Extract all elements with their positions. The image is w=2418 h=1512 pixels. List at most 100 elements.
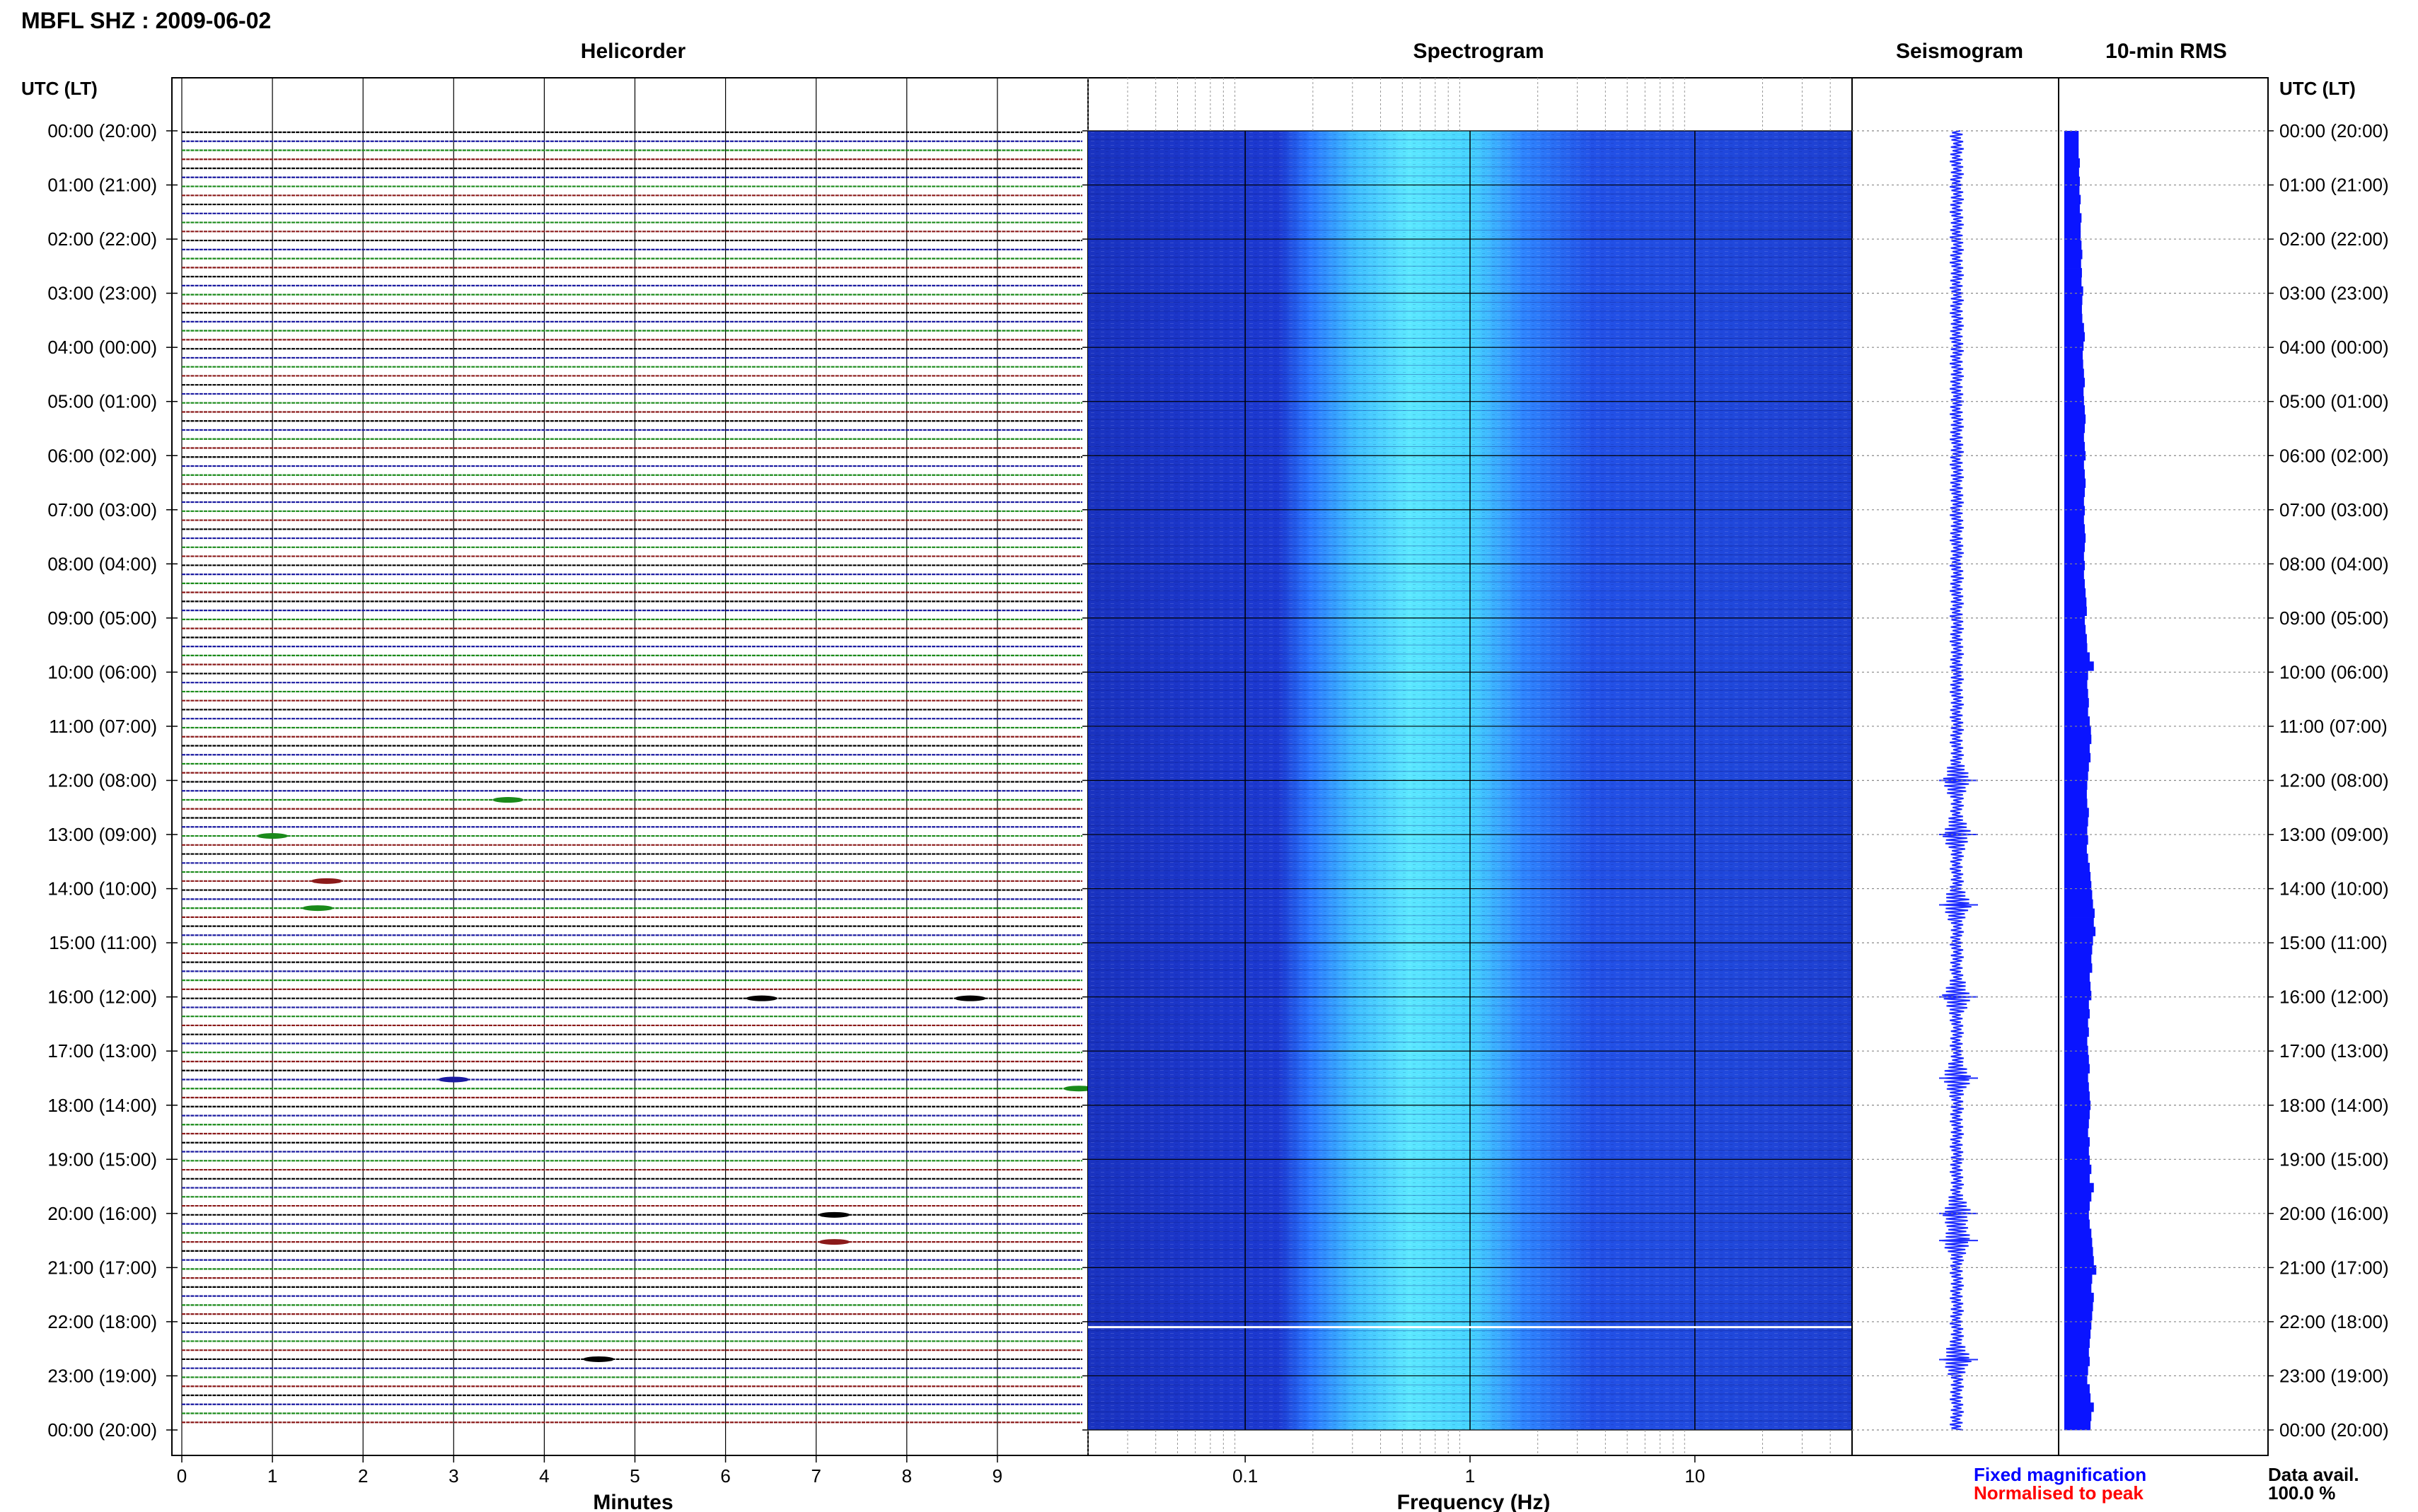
- helicorder-event: [311, 878, 342, 884]
- rms-bar: [2064, 752, 2091, 763]
- rms-bar: [2064, 460, 2084, 470]
- rms-bar: [2064, 716, 2090, 726]
- helicorder-event: [583, 1356, 615, 1362]
- time-label-right: 04:00 (00:00): [2279, 337, 2389, 358]
- rms-bar: [2064, 853, 2088, 863]
- rms-bar: [2064, 524, 2085, 534]
- minutes-axis-label: Minutes: [593, 1491, 673, 1512]
- minutes-tick-label: 6: [720, 1465, 730, 1487]
- rms-bar: [2064, 423, 2085, 434]
- figure-title: MBFL SHZ : 2009-06-02: [21, 8, 271, 33]
- time-label-right: 00:00 (20:00): [2279, 120, 2389, 141]
- rms-bar: [2064, 432, 2084, 443]
- helicorder-event: [818, 1211, 850, 1218]
- minutes-tick-label: 7: [811, 1465, 821, 1487]
- time-label-left: 20:00 (16:00): [47, 1203, 157, 1224]
- time-label-right: 23:00 (19:00): [2279, 1365, 2389, 1386]
- time-label-left: 18:00 (14:00): [47, 1095, 157, 1116]
- helicorder-event: [818, 1239, 850, 1245]
- frequency-tick-label: 1: [1465, 1465, 1475, 1487]
- rms-bar: [2064, 542, 2085, 552]
- rms-bar: [2064, 194, 2081, 204]
- time-label-left: 14:00 (10:00): [47, 878, 157, 900]
- rms-bar: [2064, 277, 2082, 287]
- time-label-right: 20:00 (16:00): [2279, 1203, 2389, 1224]
- rms-bar: [2064, 1008, 2090, 1019]
- rms-bar: [2064, 835, 2088, 845]
- rms-bar: [2064, 1036, 2088, 1047]
- frequency-tick-label: 10: [1684, 1465, 1705, 1487]
- time-label-left: 12:00 (08:00): [47, 770, 157, 791]
- rms-bar: [2064, 1128, 2088, 1138]
- panel-title-helicorder: Helicorder: [581, 40, 686, 63]
- rms-bar: [2064, 954, 2092, 964]
- rms-bar: [2064, 396, 2084, 406]
- time-label-right: 12:00 (08:00): [2279, 770, 2389, 791]
- rms-bar: [2064, 1256, 2094, 1266]
- rms-bar: [2064, 176, 2081, 187]
- rms-bar: [2064, 1027, 2089, 1037]
- rms-bar: [2064, 999, 2089, 1010]
- rms-bar: [2064, 552, 2084, 562]
- rms-bar: [2064, 1082, 2089, 1092]
- time-label-right: 14:00 (10:00): [2279, 878, 2389, 900]
- minutes-tick-label: 0: [177, 1465, 187, 1487]
- frequency-axis-label: Frequency (Hz): [1397, 1491, 1551, 1512]
- utc-label-left: UTC (LT): [21, 78, 98, 99]
- rms-bar: [2064, 1146, 2089, 1156]
- rms-bar: [2064, 1045, 2088, 1055]
- rms-bar: [2064, 624, 2086, 634]
- rms-bar: [2064, 606, 2087, 617]
- helicorder-event: [438, 1076, 470, 1083]
- rms-bar: [2064, 515, 2084, 525]
- rms-bar: [2064, 1320, 2092, 1330]
- rms-bar: [2064, 378, 2085, 388]
- rms-bar: [2064, 231, 2081, 241]
- rms-bar: [2064, 478, 2086, 488]
- rms-bar: [2064, 1100, 2091, 1110]
- time-label-left: 23:00 (19:00): [47, 1365, 157, 1386]
- rms-bar: [2064, 689, 2088, 699]
- rms-panel: [1852, 77, 2269, 1456]
- rms-bar: [2064, 1310, 2093, 1321]
- rms-bar: [2064, 871, 2091, 882]
- time-label-left: 16:00 (12:00): [47, 987, 157, 1008]
- time-label-left: 10:00 (06:00): [47, 661, 157, 682]
- helicorder-event: [302, 905, 334, 912]
- legend-fixed-magnification: Fixed magnification: [1974, 1464, 2146, 1485]
- time-label-left: 06:00 (02:00): [47, 445, 157, 466]
- time-label-left: 21:00 (17:00): [47, 1257, 157, 1278]
- rms-bar: [2064, 1155, 2090, 1165]
- rms-bar: [2064, 158, 2081, 168]
- rms-bar: [2064, 167, 2079, 178]
- rms-bar: [2064, 1284, 2092, 1293]
- minutes-tick-label: 5: [630, 1465, 640, 1487]
- rms-bar: [2064, 304, 2082, 315]
- rms-bar: [2064, 506, 2085, 516]
- helicorder-event: [1063, 1086, 1095, 1092]
- time-label-right: 05:00 (01:00): [2279, 391, 2389, 412]
- spectrogram-panel: [1087, 77, 1853, 1456]
- rms-bar: [2064, 1375, 2088, 1385]
- time-label-left: 15:00 (11:00): [49, 932, 157, 953]
- seismogram-panel: [1851, 77, 2059, 1456]
- minutes-tick-label: 3: [449, 1465, 458, 1487]
- rms-bar: [2064, 707, 2088, 717]
- minutes-tick-label: 2: [358, 1465, 368, 1487]
- rms-bar: [2064, 680, 2088, 690]
- rms-bar: [2064, 862, 2090, 873]
- time-axis-labels: 00:00 (20:00) 00:00 (20:00) 01:00 (21:00) 0…: [47, 120, 2388, 1441]
- rms-bar: [2064, 561, 2085, 571]
- rms-bar: [2064, 817, 2088, 827]
- rms-bar: [2064, 1064, 2090, 1074]
- time-label-right: 21:00 (17:00): [2279, 1257, 2389, 1278]
- time-label-left: 04:00 (00:00): [47, 337, 157, 358]
- time-label-right: 02:00 (22:00): [2279, 228, 2389, 250]
- time-label-left: 08:00 (04:00): [47, 553, 157, 574]
- rms-bar: [2064, 1192, 2092, 1202]
- rms-bar: [2064, 734, 2092, 745]
- rms-bar: [2064, 1247, 2093, 1257]
- time-label-right: 08:00 (04:00): [2279, 553, 2389, 574]
- rms-bar: [2064, 1164, 2092, 1175]
